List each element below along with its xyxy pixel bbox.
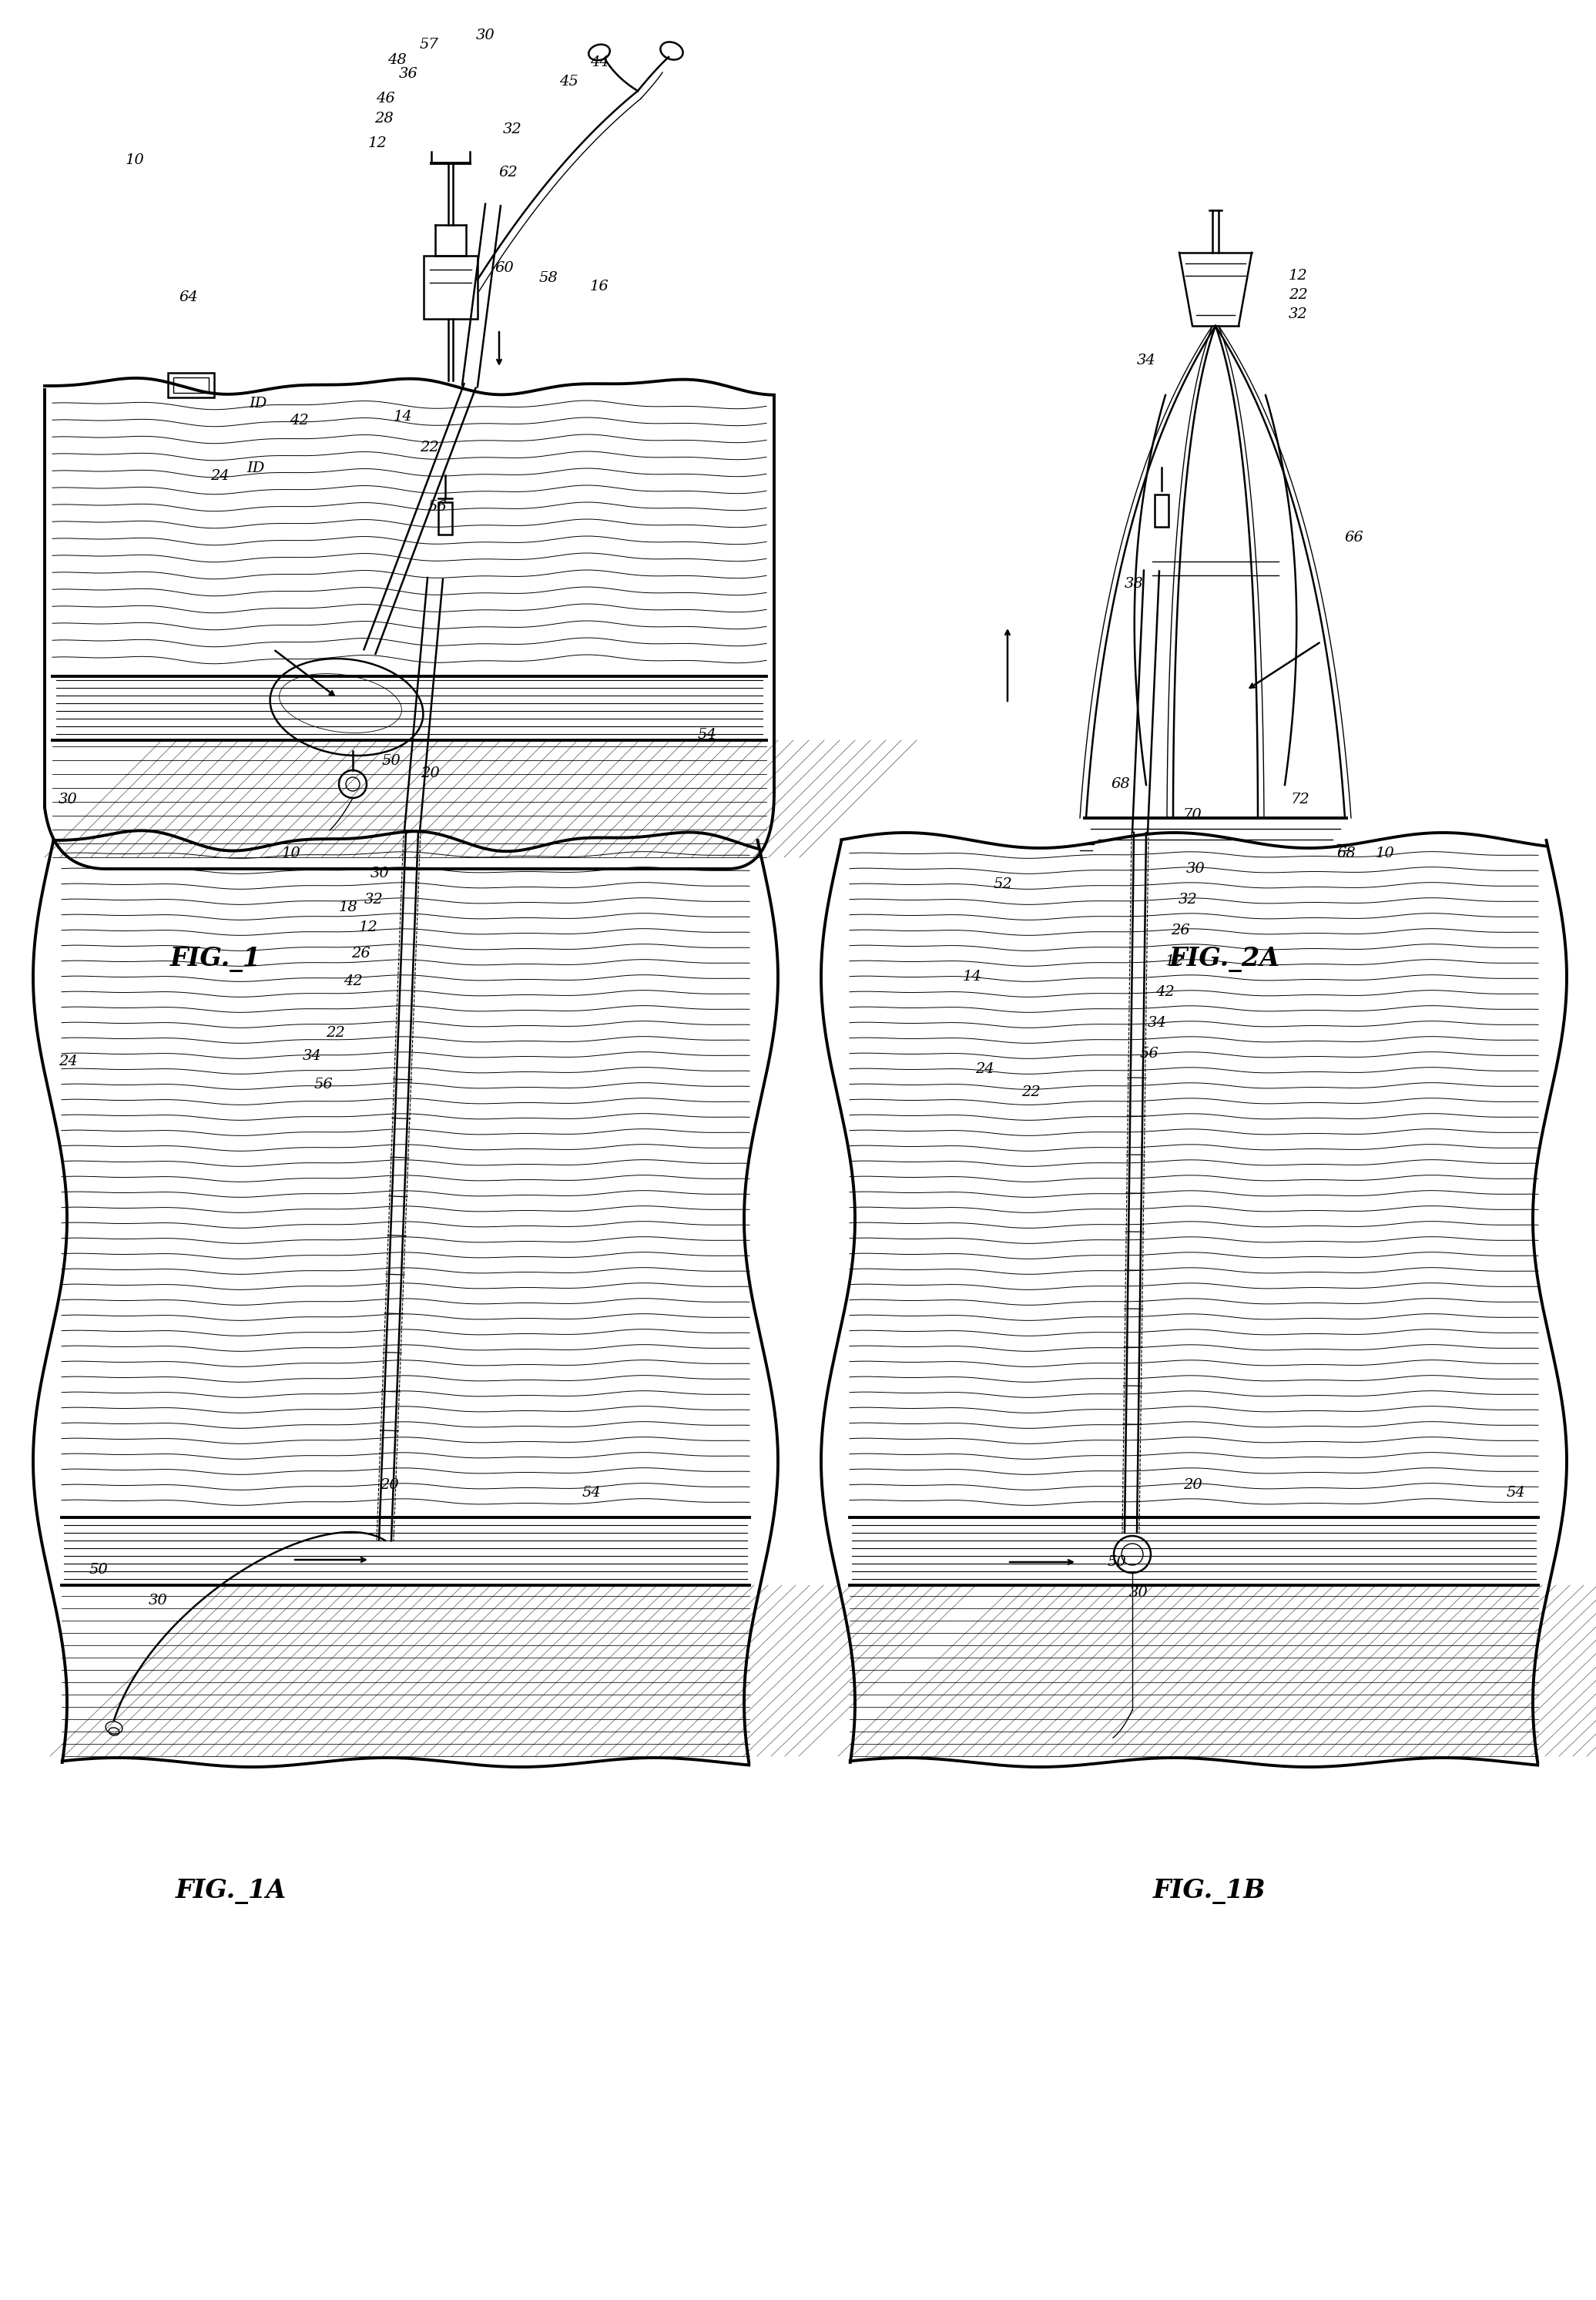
- Bar: [174, 377, 209, 393]
- Text: 18: 18: [338, 899, 358, 915]
- Text: FIG._2A: FIG._2A: [1170, 948, 1280, 973]
- Text: 22: 22: [1021, 1086, 1041, 1099]
- Text: 10: 10: [281, 846, 300, 860]
- Text: 42: 42: [289, 414, 308, 428]
- Text: FIG._1A: FIG._1A: [176, 1879, 287, 1904]
- Text: 46: 46: [375, 92, 394, 106]
- Bar: [439, 501, 452, 534]
- Text: 34: 34: [1148, 1017, 1167, 1030]
- Text: 26: 26: [1170, 925, 1189, 938]
- Text: 44: 44: [591, 55, 608, 69]
- Text: 70: 70: [1183, 807, 1202, 821]
- Bar: [168, 373, 214, 398]
- Text: 30: 30: [1186, 862, 1205, 876]
- Text: 54: 54: [1507, 1486, 1526, 1500]
- Text: 14: 14: [962, 971, 982, 984]
- Text: 26: 26: [351, 948, 370, 961]
- Text: 57: 57: [420, 37, 439, 51]
- Text: 34: 34: [1136, 354, 1156, 368]
- Text: 36: 36: [399, 67, 418, 81]
- Text: 56: 56: [1140, 1046, 1159, 1060]
- Text: 24: 24: [975, 1063, 994, 1076]
- Text: 30: 30: [148, 1594, 168, 1608]
- Text: 32: 32: [503, 122, 522, 136]
- Text: ID: ID: [249, 396, 267, 409]
- Text: 30: 30: [370, 867, 389, 881]
- Text: 50: 50: [89, 1564, 109, 1578]
- Text: 12: 12: [369, 136, 386, 150]
- Text: 30: 30: [57, 793, 77, 807]
- Text: 12: 12: [1165, 954, 1184, 968]
- Text: 68: 68: [1111, 777, 1130, 791]
- Text: 56: 56: [314, 1079, 334, 1092]
- Text: 24: 24: [57, 1053, 77, 1070]
- Text: FIG._1: FIG._1: [171, 948, 262, 973]
- Text: 60: 60: [495, 262, 514, 276]
- Text: 72: 72: [1291, 793, 1310, 807]
- Text: 32: 32: [1288, 308, 1307, 322]
- Text: FIG._1B: FIG._1B: [1152, 1879, 1266, 1904]
- Text: 30: 30: [476, 28, 495, 41]
- Text: 62: 62: [500, 166, 519, 179]
- Text: 50: 50: [381, 754, 401, 768]
- Text: 24: 24: [211, 469, 230, 483]
- Text: 20: 20: [420, 766, 439, 780]
- Text: ID: ID: [247, 462, 265, 476]
- Text: 50: 50: [1108, 1555, 1127, 1569]
- Text: 42: 42: [1156, 984, 1175, 998]
- Text: 42: 42: [343, 975, 362, 989]
- Text: 32: 32: [364, 892, 383, 906]
- Text: 66: 66: [1344, 531, 1363, 545]
- Text: 48: 48: [388, 53, 407, 67]
- Text: 28: 28: [373, 113, 393, 126]
- Text: 45: 45: [559, 74, 578, 90]
- Text: 64: 64: [179, 290, 198, 304]
- Text: 10: 10: [1376, 846, 1395, 860]
- Text: 22: 22: [420, 442, 439, 455]
- Text: 32: 32: [1178, 892, 1197, 906]
- Text: 12: 12: [359, 920, 378, 934]
- Text: 52: 52: [993, 876, 1012, 890]
- Text: 10: 10: [124, 154, 144, 168]
- Text: 56: 56: [428, 499, 447, 513]
- Bar: [1154, 494, 1168, 527]
- Text: 14: 14: [393, 409, 412, 423]
- Text: 54: 54: [583, 1486, 602, 1500]
- Text: 38: 38: [1124, 577, 1143, 591]
- Text: 54: 54: [697, 727, 717, 743]
- Text: 20: 20: [1183, 1479, 1202, 1493]
- Text: 30: 30: [1128, 1587, 1148, 1601]
- Text: 12: 12: [1288, 269, 1307, 283]
- Text: 16: 16: [591, 281, 608, 294]
- Text: 20: 20: [380, 1479, 399, 1493]
- Text: 58: 58: [539, 271, 559, 285]
- Text: 34: 34: [302, 1049, 321, 1063]
- Text: 22: 22: [1288, 288, 1307, 301]
- Text: 22: 22: [326, 1026, 345, 1040]
- Text: 68: 68: [1337, 846, 1357, 860]
